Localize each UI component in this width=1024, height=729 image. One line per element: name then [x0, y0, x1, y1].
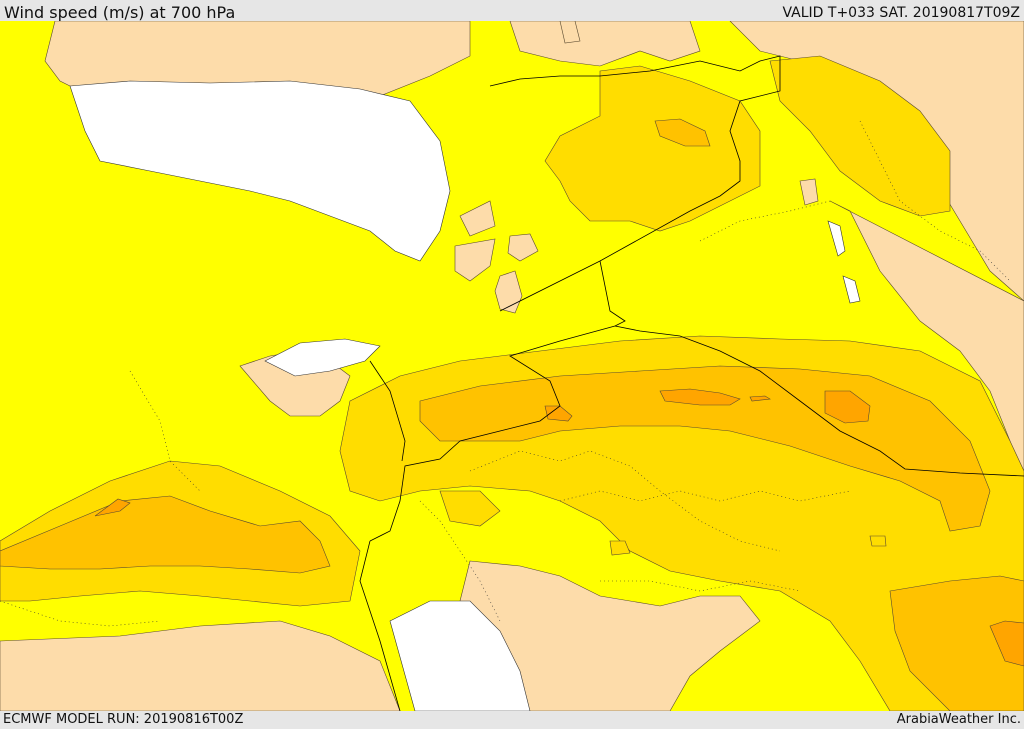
footer-bar: ECMWF MODEL RUN: 20190816T00Z ArabiaWeat…	[0, 711, 1024, 729]
admin-boundaries	[0, 120, 1011, 627]
valid-time-label: VALID T+033 SAT. 20190817T09Z	[782, 5, 1020, 21]
credit-label: ArabiaWeather Inc.	[896, 712, 1021, 727]
wind-speed-map[interactable]	[0, 21, 1024, 711]
map-svg	[0, 21, 1024, 711]
wind-level-3	[94, 388, 1024, 667]
model-run-label: ECMWF MODEL RUN: 20190816T00Z	[3, 712, 244, 727]
map-title: Wind speed (m/s) at 700 hPa	[4, 3, 236, 22]
country-borders	[359, 55, 1024, 711]
sea-masks	[69, 80, 861, 711]
title-bar: Wind speed (m/s) at 700 hPa VALID T+033 …	[0, 0, 1024, 21]
